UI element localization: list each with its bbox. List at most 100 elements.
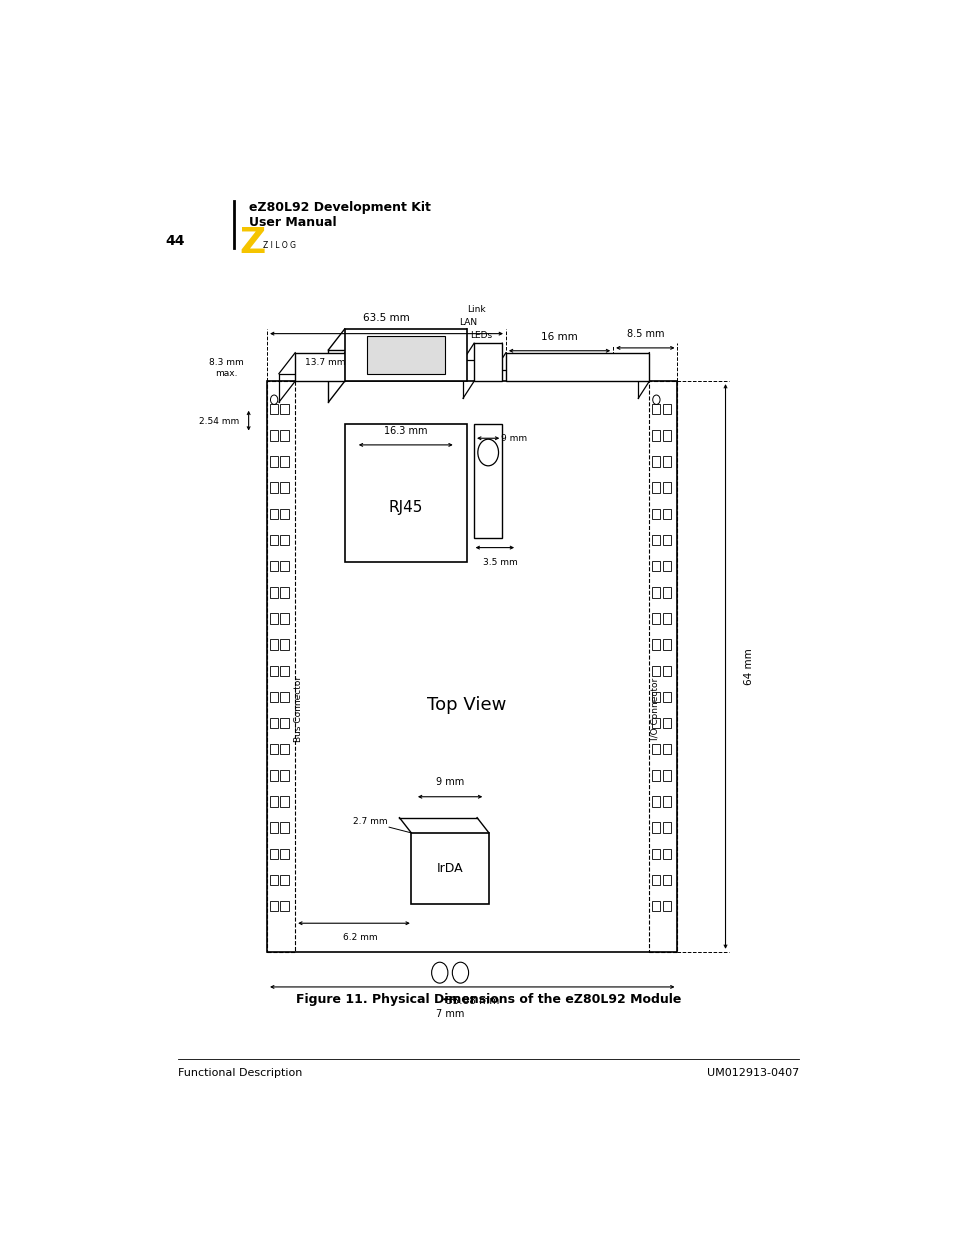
Text: Link: Link bbox=[466, 305, 485, 315]
Text: Figure 11. Physical Dimensions of the eZ80L92 Module: Figure 11. Physical Dimensions of the eZ… bbox=[296, 993, 680, 1005]
Bar bbox=[662, 561, 670, 572]
Bar bbox=[270, 483, 278, 493]
Bar bbox=[662, 874, 670, 885]
Bar bbox=[411, 832, 488, 904]
Bar bbox=[270, 430, 278, 441]
Bar bbox=[270, 874, 278, 885]
Bar bbox=[662, 743, 670, 755]
Bar bbox=[270, 848, 278, 860]
Text: 7 mm: 7 mm bbox=[436, 1009, 464, 1019]
Text: 13.7 mm: 13.7 mm bbox=[304, 358, 345, 367]
Bar bbox=[267, 382, 677, 952]
Text: 9 mm: 9 mm bbox=[436, 778, 464, 788]
Bar bbox=[662, 456, 670, 467]
Bar bbox=[662, 614, 670, 624]
Bar bbox=[652, 848, 659, 860]
Bar bbox=[280, 692, 288, 703]
Bar bbox=[652, 483, 659, 493]
Bar bbox=[662, 848, 670, 860]
Text: max.: max. bbox=[215, 369, 237, 378]
Text: 3.5 mm: 3.5 mm bbox=[482, 558, 517, 567]
Bar bbox=[267, 382, 294, 952]
Bar bbox=[280, 483, 288, 493]
Text: Z I L O G: Z I L O G bbox=[263, 241, 296, 249]
Text: Bus Connector: Bus Connector bbox=[294, 677, 302, 742]
Bar bbox=[652, 692, 659, 703]
Bar bbox=[652, 874, 659, 885]
Bar bbox=[652, 430, 659, 441]
Bar bbox=[270, 823, 278, 832]
Text: 9 mm: 9 mm bbox=[500, 433, 527, 442]
Bar bbox=[474, 424, 501, 538]
Text: LEDs: LEDs bbox=[470, 331, 492, 340]
Bar bbox=[505, 353, 649, 382]
Bar bbox=[662, 692, 670, 703]
Text: User Manual: User Manual bbox=[249, 216, 335, 228]
Bar bbox=[270, 561, 278, 572]
Text: 44: 44 bbox=[165, 235, 184, 248]
Bar bbox=[652, 900, 659, 911]
Bar bbox=[280, 614, 288, 624]
Bar bbox=[367, 336, 444, 373]
Bar bbox=[652, 743, 659, 755]
Text: UM012913-0407: UM012913-0407 bbox=[706, 1067, 799, 1077]
Bar bbox=[280, 561, 288, 572]
Bar bbox=[270, 614, 278, 624]
Bar bbox=[652, 666, 659, 676]
Bar bbox=[652, 718, 659, 729]
Bar bbox=[662, 483, 670, 493]
Text: 6.2 mm: 6.2 mm bbox=[343, 932, 377, 942]
Bar bbox=[652, 509, 659, 519]
Bar bbox=[280, 509, 288, 519]
Bar bbox=[652, 771, 659, 781]
Bar bbox=[280, 848, 288, 860]
Text: RJ45: RJ45 bbox=[388, 500, 422, 515]
Bar bbox=[649, 382, 677, 952]
Text: 16 mm: 16 mm bbox=[540, 332, 578, 342]
Bar bbox=[270, 900, 278, 911]
Bar bbox=[280, 587, 288, 598]
Bar bbox=[270, 771, 278, 781]
Bar bbox=[652, 587, 659, 598]
Bar bbox=[280, 771, 288, 781]
Bar bbox=[652, 614, 659, 624]
Bar bbox=[280, 823, 288, 832]
Text: 8.5 mm: 8.5 mm bbox=[626, 329, 663, 338]
Bar bbox=[280, 874, 288, 885]
Bar bbox=[662, 666, 670, 676]
Bar bbox=[270, 456, 278, 467]
Bar bbox=[280, 666, 288, 676]
Bar bbox=[280, 456, 288, 467]
Bar bbox=[662, 509, 670, 519]
Bar bbox=[652, 535, 659, 545]
Bar bbox=[652, 561, 659, 572]
Bar bbox=[662, 823, 670, 832]
Bar bbox=[270, 535, 278, 545]
Bar bbox=[280, 743, 288, 755]
Bar bbox=[662, 535, 670, 545]
Text: 63.5 mm: 63.5 mm bbox=[363, 314, 410, 324]
Bar bbox=[280, 640, 288, 650]
Text: Top View: Top View bbox=[427, 695, 506, 714]
Text: 8.3 mm: 8.3 mm bbox=[209, 358, 244, 367]
Bar bbox=[280, 535, 288, 545]
Bar bbox=[662, 797, 670, 806]
Text: LAN: LAN bbox=[459, 317, 476, 327]
Bar bbox=[652, 456, 659, 467]
Bar bbox=[280, 404, 288, 415]
Bar bbox=[280, 718, 288, 729]
Bar bbox=[270, 509, 278, 519]
Bar bbox=[652, 640, 659, 650]
Bar bbox=[662, 640, 670, 650]
Bar bbox=[280, 430, 288, 441]
Text: 2.54 mm: 2.54 mm bbox=[199, 416, 239, 426]
Bar bbox=[280, 900, 288, 911]
Bar bbox=[344, 329, 466, 382]
Text: IrDA: IrDA bbox=[436, 862, 463, 876]
Text: 2.7 mm: 2.7 mm bbox=[353, 818, 388, 826]
Bar bbox=[474, 343, 501, 382]
Bar bbox=[652, 823, 659, 832]
Bar bbox=[652, 797, 659, 806]
Bar bbox=[270, 797, 278, 806]
Bar bbox=[270, 743, 278, 755]
